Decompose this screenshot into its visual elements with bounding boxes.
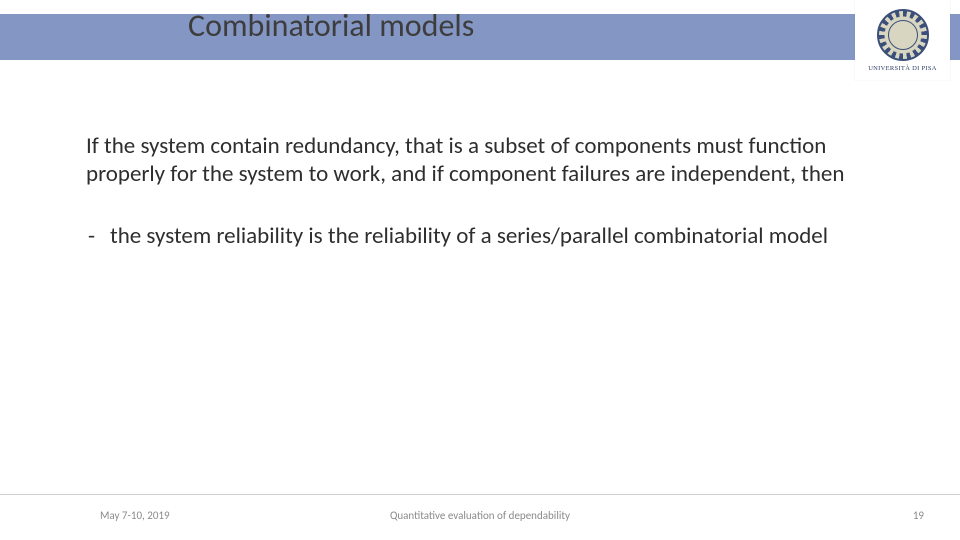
footer-page-number: 19 (913, 509, 924, 522)
footer: May 7-10, 2019 Quantitative evaluation o… (0, 495, 960, 540)
title-bar (0, 14, 960, 60)
university-logo: UNIVERSITÀ DI PISA (855, 0, 950, 80)
intro-paragraph: If the system contain redundancy, that i… (86, 132, 890, 188)
slide: Combinatorial models UNIVERSITÀ DI PISA … (0, 0, 960, 540)
slide-title: Combinatorial models (188, 6, 474, 45)
seal-icon (877, 9, 929, 61)
footer-center: Quantitative evaluation of dependability (0, 509, 960, 522)
body-text: If the system contain redundancy, that i… (86, 132, 890, 250)
bullet-item: the system reliability is the reliabilit… (86, 222, 890, 250)
logo-caption: UNIVERSITÀ DI PISA (868, 65, 937, 72)
